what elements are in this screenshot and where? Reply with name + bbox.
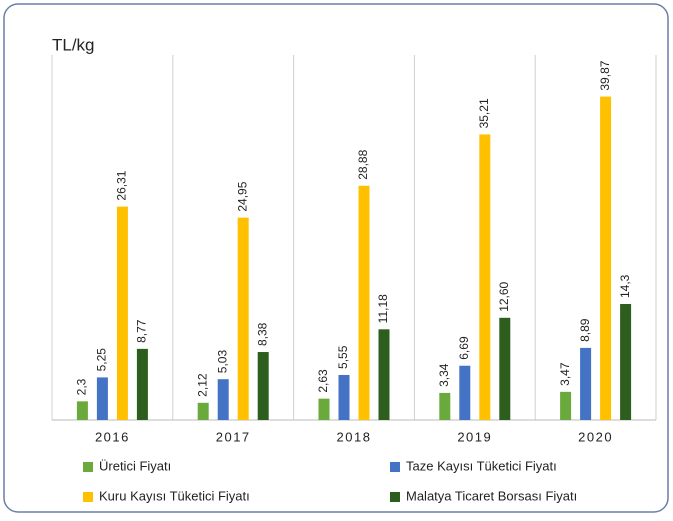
legend-label: Taze Kayısı Tüketici Fiyatı — [406, 458, 557, 473]
data-label: 26,31 — [115, 170, 129, 200]
bar — [257, 352, 269, 420]
x-tick-label: 2020 — [578, 429, 613, 444]
bar — [439, 392, 451, 420]
legend-label: Kuru Kayısı Tüketici Fiyatı — [99, 488, 250, 503]
data-label: 8,89 — [578, 318, 592, 342]
legend-swatch — [83, 462, 93, 472]
bar — [479, 134, 491, 420]
bar — [358, 185, 370, 420]
data-label: 28,88 — [356, 149, 370, 179]
bar — [96, 377, 108, 420]
legend-label: Üretici Fiyatı — [99, 458, 171, 473]
bar — [116, 206, 128, 420]
legend-swatch — [390, 462, 400, 472]
data-label: 5,55 — [336, 345, 350, 369]
data-label: 5,03 — [215, 350, 229, 374]
data-label: 11,18 — [376, 294, 390, 323]
x-tick-label: 2018 — [337, 429, 372, 444]
data-label: 2,63 — [316, 369, 330, 393]
legend-swatch — [390, 492, 400, 502]
data-label: 5,25 — [95, 348, 109, 372]
y-axis-label: TL/kg — [52, 35, 95, 54]
data-label: 8,77 — [135, 319, 149, 343]
x-tick-label: 2019 — [457, 429, 492, 444]
bar — [459, 365, 471, 420]
bar — [499, 317, 511, 420]
data-label: 6,69 — [457, 336, 471, 360]
data-label: 2,3 — [75, 378, 89, 395]
bar — [136, 348, 148, 420]
data-label: 14,3 — [618, 274, 632, 298]
data-label: 39,87 — [598, 60, 612, 90]
bar — [197, 402, 209, 420]
bar — [620, 304, 632, 420]
bar — [237, 217, 249, 420]
bar — [378, 329, 390, 420]
legend-label: Malatya Ticaret Borsası Fiyatı — [406, 488, 577, 503]
data-label: 35,21 — [477, 98, 491, 128]
data-label: 3,47 — [558, 362, 572, 386]
data-label: 3,34 — [437, 363, 451, 387]
data-label: 24,95 — [235, 181, 249, 211]
bar — [76, 401, 88, 420]
data-label: 8,38 — [255, 322, 269, 346]
legend-swatch — [83, 492, 93, 502]
bar — [338, 374, 350, 420]
data-label: 2,12 — [195, 373, 209, 397]
bar — [217, 379, 229, 420]
bar — [318, 398, 330, 420]
x-tick-label: 2016 — [95, 429, 130, 444]
bar — [600, 96, 612, 421]
bar — [560, 391, 572, 420]
bar — [580, 347, 592, 420]
data-label: 12,60 — [497, 281, 511, 311]
x-tick-label: 2017 — [216, 429, 251, 444]
